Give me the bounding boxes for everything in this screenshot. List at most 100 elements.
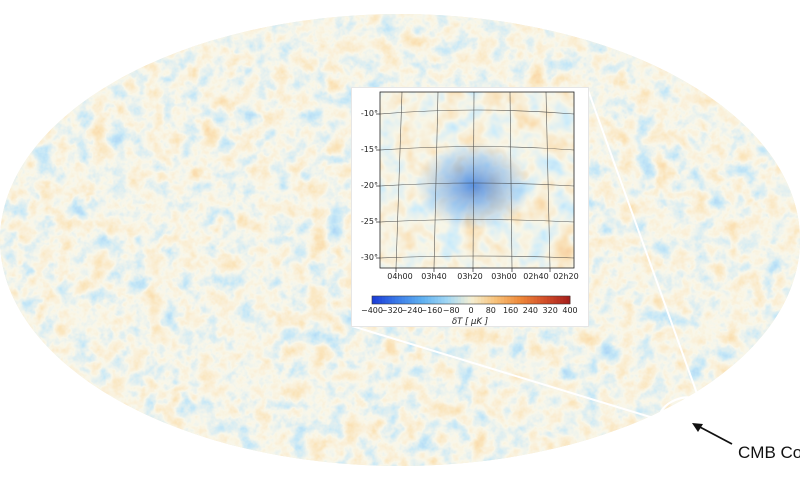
colorbar-segment	[461, 296, 465, 304]
colorbar-segment	[540, 296, 544, 304]
colorbar-segment	[487, 296, 492, 304]
colorbar-segment	[385, 296, 389, 304]
colorbar-segment	[471, 296, 475, 304]
colorbar-segment	[520, 296, 525, 304]
inset-map-plot	[371, 91, 575, 305]
ra-tick-label: 02h40	[523, 272, 549, 281]
colorbar-segment	[537, 296, 541, 304]
colorbar-segment	[563, 296, 568, 304]
arrow-shaft	[697, 425, 733, 445]
colorbar-segment	[543, 296, 548, 304]
ra-line	[395, 91, 403, 269]
colorbar-segment	[401, 296, 406, 304]
dec-line	[379, 182, 575, 187]
dec-line	[379, 109, 575, 115]
colorbar-segment	[447, 296, 452, 304]
colorbar-tick-label: 80	[485, 306, 496, 315]
colorbar-segment	[388, 296, 393, 304]
colorbar-segment	[414, 296, 419, 304]
colorbar-segment	[500, 296, 505, 304]
colorbar-segment	[408, 296, 412, 304]
ra-line	[433, 91, 439, 269]
colorbar-segment	[527, 296, 531, 304]
ra-tick-label: 02h20	[553, 272, 579, 281]
colorbar-segment	[510, 296, 515, 304]
colorbar-segment	[375, 296, 379, 304]
colorbar-segment	[560, 296, 564, 304]
inset-graticule	[379, 91, 575, 269]
ra-line	[509, 91, 513, 269]
colorbar-tick-label: −240	[400, 306, 423, 315]
colorbar-segment	[405, 296, 409, 304]
inset-tick-marks	[376, 113, 551, 272]
colorbar-segment	[454, 296, 459, 304]
colorbar-tick-label: 160	[502, 306, 519, 315]
colorbar-tick-label: 0	[468, 306, 474, 315]
colorbar-segment	[480, 296, 485, 304]
colorbar-segment	[494, 296, 498, 304]
colorbar-segment	[523, 296, 528, 304]
colorbar-segment	[451, 296, 455, 304]
colorbar-tick-label: 400	[562, 306, 578, 315]
ra-tick-label: 03h40	[421, 272, 447, 281]
colorbar-segment	[398, 296, 403, 304]
callout-arrow	[692, 423, 733, 445]
colorbar-segment	[550, 296, 554, 304]
colorbar-segment	[421, 296, 426, 304]
colorbar-segment	[457, 296, 462, 304]
colorbar-segment	[444, 296, 449, 304]
dec-tick-label: -15°	[360, 145, 378, 154]
colorbar-segment	[441, 296, 445, 304]
colorbar-segment	[546, 296, 551, 304]
colorbar-segment	[507, 296, 511, 304]
zoom-inset-panel: -10° -15° -20° -25° -30° 04h00 03h40 03h…	[352, 88, 588, 327]
colorbar-segment	[474, 296, 478, 304]
colorbar-segment	[391, 296, 396, 304]
colorbar-segment	[438, 296, 442, 304]
colorbar-segment	[517, 296, 521, 304]
colorbar-segment	[553, 296, 558, 304]
colorbar-segment	[372, 296, 376, 304]
colorbar-segment	[484, 296, 488, 304]
colorbar-tick-label: −400	[361, 306, 383, 315]
colorbar-segment	[533, 296, 538, 304]
colorbar-segment	[418, 296, 422, 304]
colorbar-segment	[431, 296, 436, 304]
colorbar-segment	[556, 296, 561, 304]
colorbar-segment	[395, 296, 399, 304]
colorbar-segment	[428, 296, 432, 304]
colorbar-tick-label: −320	[380, 306, 403, 315]
cold-spot-marker	[658, 396, 702, 426]
ra-tick-label: 03h20	[457, 272, 483, 281]
colorbar-segment	[467, 296, 472, 304]
colorbar-segment	[411, 296, 416, 304]
colorbar-tick-label: −160	[420, 306, 443, 315]
ra-tick-label: 03h00	[491, 272, 517, 281]
dec-line	[379, 219, 575, 223]
dec-line	[379, 146, 575, 151]
connector-line-top	[587, 89, 701, 403]
colorbar-segment	[566, 296, 571, 304]
ra-tick-label: 04h00	[387, 272, 413, 281]
zoom-connector-lines	[351, 89, 702, 426]
colorbar-segment	[434, 296, 439, 304]
inset-frame	[379, 91, 575, 269]
connector-line-bottom	[351, 325, 661, 421]
dec-line	[379, 255, 575, 259]
colorbar-tick-label: 240	[522, 306, 539, 315]
colorbar	[371, 295, 571, 305]
colorbar-segment	[381, 296, 386, 304]
dec-tick-label: -30°	[360, 253, 378, 262]
colorbar-tick-label: −80	[442, 306, 460, 315]
colorbar-segment	[513, 296, 518, 304]
inset-cold-region	[416, 142, 532, 230]
colorbar-frame	[371, 295, 571, 305]
colorbar-segment	[477, 296, 482, 304]
dec-tick-label: -25°	[360, 217, 378, 226]
cold-spot-label: CMB Cold	[738, 443, 800, 462]
colorbar-segment	[490, 296, 495, 304]
colorbar-label: δT [ μK ]	[451, 317, 489, 327]
arrow-head	[692, 423, 703, 432]
dec-tick-label: -10°	[360, 109, 378, 118]
colorbar-segment	[497, 296, 502, 304]
